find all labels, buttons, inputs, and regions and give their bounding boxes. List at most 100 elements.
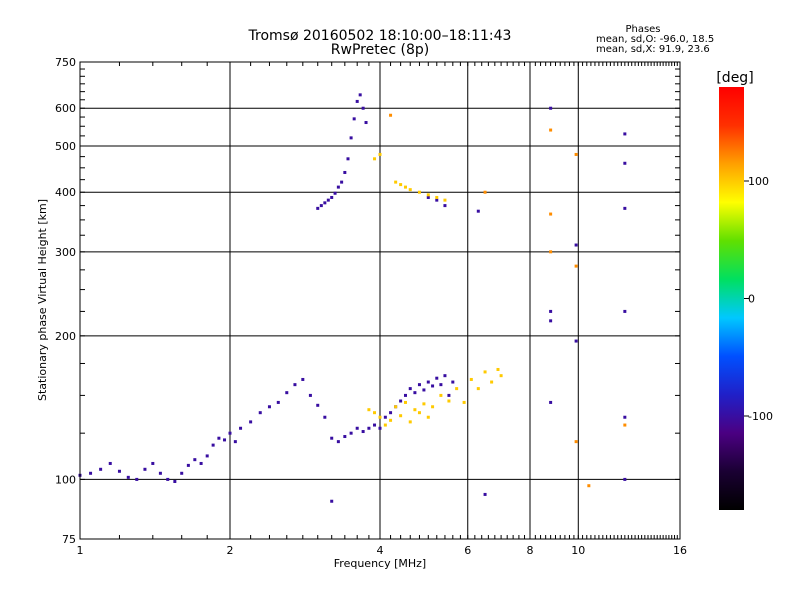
colorbar-ticks: 100 0 -100: [744, 175, 773, 423]
data-point: [383, 415, 387, 419]
data-point: [422, 402, 426, 406]
grid-lines: [80, 62, 680, 539]
data-point: [180, 471, 184, 475]
data-point: [408, 387, 412, 391]
y-tick-label: 500: [55, 140, 76, 153]
data-point: [217, 436, 221, 440]
data-points: [78, 93, 627, 503]
data-point: [343, 170, 347, 174]
data-point: [373, 157, 377, 161]
data-point: [373, 411, 377, 415]
data-point: [435, 376, 439, 380]
data-point: [408, 420, 412, 424]
colorbar-tick-label: 0: [748, 293, 755, 306]
data-point: [469, 377, 473, 381]
data-point: [483, 492, 487, 496]
data-point: [352, 117, 356, 121]
x-tick-label: 2: [227, 544, 234, 557]
data-point: [435, 195, 439, 199]
data-point: [151, 461, 155, 465]
data-point: [623, 477, 627, 481]
data-point: [293, 383, 297, 387]
data-point: [422, 388, 426, 392]
data-point: [249, 420, 253, 424]
data-point: [574, 264, 578, 268]
data-point: [186, 463, 190, 467]
data-point: [623, 206, 627, 210]
data-point: [343, 435, 347, 439]
data-point: [349, 136, 353, 140]
data-point: [549, 106, 553, 110]
data-point: [447, 393, 451, 397]
data-point: [330, 195, 334, 199]
data-point: [89, 471, 93, 475]
y-axis-label: Stationary phase Virtual Height [km]: [36, 199, 49, 401]
data-point: [483, 190, 487, 194]
data-point: [199, 461, 203, 465]
data-point: [623, 132, 627, 136]
data-point: [490, 380, 494, 384]
data-point: [239, 426, 243, 430]
data-point: [308, 393, 312, 397]
data-point: [476, 387, 480, 391]
data-point: [476, 209, 480, 213]
data-point: [443, 204, 447, 208]
data-point: [233, 440, 237, 444]
data-point: [333, 191, 337, 195]
data-point: [258, 411, 262, 415]
data-point: [336, 440, 340, 444]
data-point: [346, 157, 350, 161]
y-tick-label: 600: [55, 102, 76, 115]
data-point: [389, 418, 393, 422]
data-point: [166, 477, 170, 481]
data-point: [574, 339, 578, 343]
data-point: [319, 204, 323, 208]
data-point: [549, 128, 553, 132]
data-point: [383, 423, 387, 427]
data-point: [417, 383, 421, 387]
data-point: [358, 93, 362, 97]
y-tick-label: 400: [55, 186, 76, 199]
data-point: [413, 408, 417, 412]
data-point: [158, 471, 162, 475]
data-point: [399, 399, 403, 403]
data-point: [330, 499, 334, 503]
data-point: [205, 454, 209, 458]
data-point: [431, 405, 435, 409]
data-point: [426, 415, 430, 419]
data-point: [587, 484, 591, 488]
x-tick-label: 6: [464, 544, 471, 557]
data-point: [108, 461, 112, 465]
data-point: [361, 106, 365, 110]
data-point: [623, 423, 627, 427]
data-point: [549, 400, 553, 404]
data-point: [426, 195, 430, 199]
data-point: [301, 377, 305, 381]
data-point: [574, 243, 578, 247]
data-point: [403, 400, 407, 404]
data-point: [340, 180, 344, 184]
data-point: [623, 309, 627, 313]
data-point: [267, 405, 271, 409]
x-tick-labels: 1 2 4 6 8 10 16: [77, 544, 688, 557]
y-tick-label: 100: [55, 473, 76, 486]
data-point: [285, 391, 289, 395]
x-tick-label: 10: [571, 544, 585, 557]
data-point: [574, 152, 578, 156]
data-point: [367, 426, 371, 430]
y-tick-label: 200: [55, 330, 76, 343]
data-point: [326, 198, 330, 202]
data-point: [355, 99, 359, 103]
colorbar-tick-label: -100: [748, 410, 773, 423]
data-point: [439, 383, 443, 387]
y-tick-label: 750: [55, 56, 76, 69]
data-point: [574, 440, 578, 444]
data-point: [417, 411, 421, 415]
data-point: [431, 384, 435, 388]
data-point: [193, 458, 197, 462]
data-point: [378, 426, 382, 430]
data-point: [316, 206, 320, 210]
data-point: [403, 393, 407, 397]
